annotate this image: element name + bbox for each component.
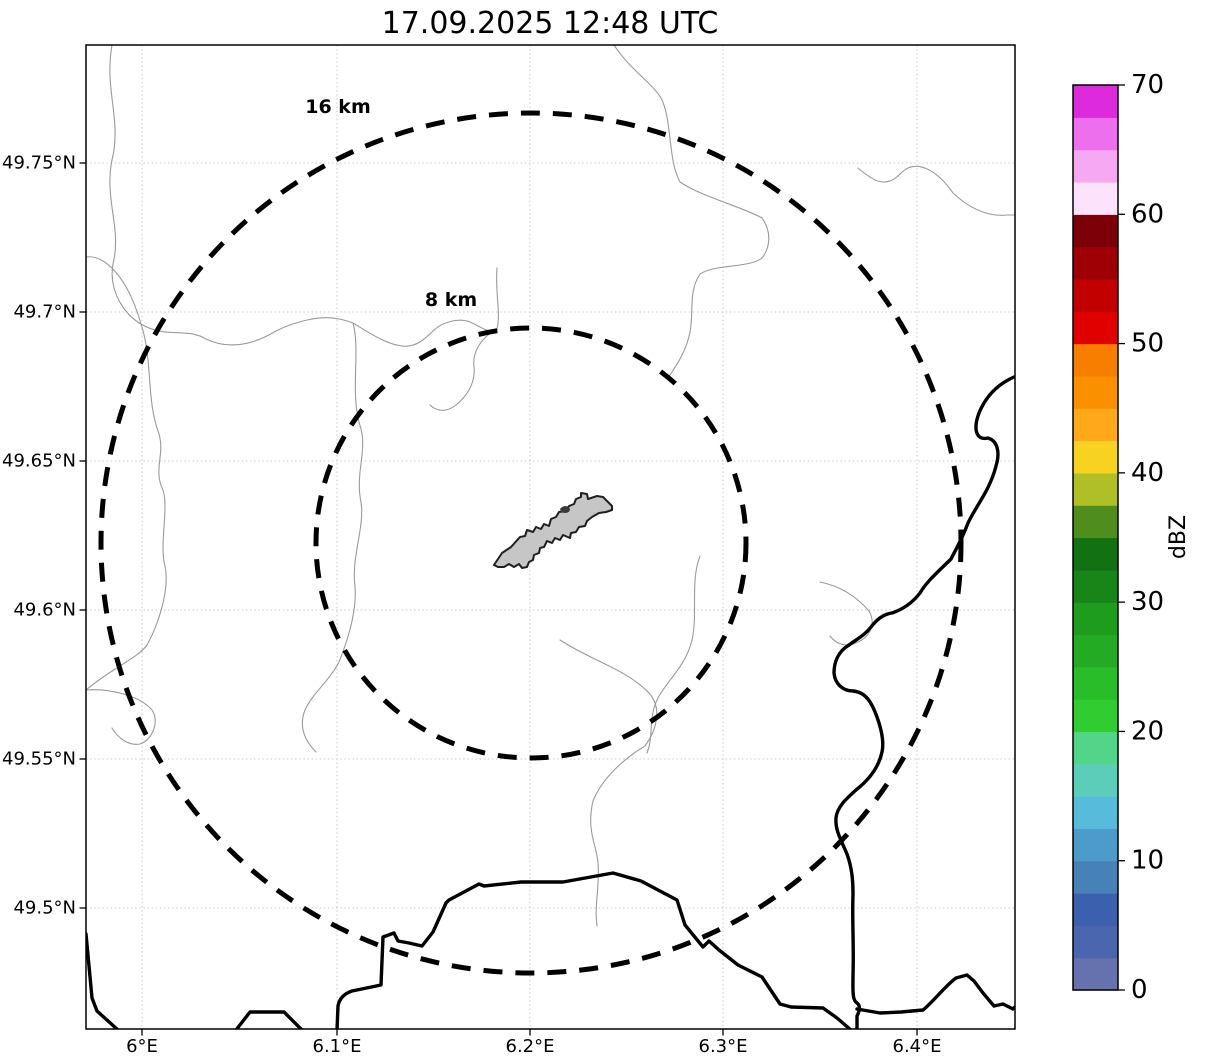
admin-boundary-path [646,555,701,754]
admin-boundary-path [429,267,499,411]
airport-mark [560,506,570,513]
admin-boundary-path [140,317,354,346]
colorbar-swatch [1073,602,1118,636]
colorbar-swatch [1073,796,1118,829]
colorbar: 0 10 20 30 40 50 60 70 [1073,70,1164,1005]
colorbar-swatch [1073,278,1118,312]
airport-polygon [493,492,613,569]
colorbar-tick-label: 60 [1131,199,1164,229]
colorbar-swatch [1073,957,1118,991]
colorbar-swatch [1073,828,1118,862]
y-tick-label: 49.55°N [2,749,76,770]
colorbar-tick-label: 30 [1131,587,1164,617]
country-border-bump-path [234,1010,304,1029]
colorbar-swatch [1073,634,1118,668]
colorbar-swatch [1073,440,1118,474]
colorbar-swatch [1073,343,1118,377]
country-border-southeast-path [855,973,1015,1015]
colorbar-swatch [1073,408,1118,442]
map-content [86,45,1015,1029]
admin-boundary-path [109,45,142,325]
river-border-path [832,375,1015,1029]
range-ring-8km-label: 8 km [425,289,477,311]
grid-layer: 6°E 6.1°E 6.2°E 6.3°E 6.4°E 49.75°N 49.7°N 49.6… [2,45,1015,1057]
colorbar-swatch [1073,731,1118,765]
admin-boundary-path [559,639,658,927]
range-ring-8km [313,325,749,761]
x-tick-label: 6.4°E [893,1036,942,1057]
country-border-west-path [86,932,120,1029]
range-rings [98,110,964,976]
range-ring-16km [98,110,964,976]
admin-boundary-path [613,45,770,379]
x-tick-label: 6.2°E [506,1036,555,1057]
colorbar-tick-label: 70 [1131,70,1164,100]
y-tick-label: 49.6°N [13,600,76,621]
x-tick-label: 6.3°E [699,1036,748,1057]
admin-boundary-path [857,165,1015,216]
airport-area [493,492,613,569]
colorbar-tick-label: 0 [1131,975,1148,1005]
y-tick-label: 49.65°N [2,451,76,472]
colorbar-swatch [1073,85,1118,118]
colorbar-swatch [1073,505,1118,539]
country-borders [86,375,1015,1029]
y-tick-label: 49.75°N [2,153,76,174]
colorbar-swatch [1073,569,1118,603]
x-tick-label: 6.1°E [313,1036,362,1057]
y-tick-label: 49.5°N [13,898,76,919]
colorbar-swatch [1073,246,1118,280]
figure-title: 17.09.2025 12:48 UTC [382,6,719,41]
admin-boundary-path [352,319,498,347]
colorbar-axis-label: dBZ [1166,515,1191,559]
admin-boundary-path [86,689,156,745]
admin-boundary-path [301,322,364,753]
x-tick-label: 6°E [126,1036,158,1057]
colorbar-swatch [1073,375,1118,409]
range-ring-16km-label: 16 km [305,96,371,118]
y-tick-label: 49.7°N [13,302,76,323]
admin-boundary-path [86,323,167,691]
colorbar-swatch [1073,149,1118,183]
colorbar-swatch [1073,311,1118,345]
colorbar-tick-label: 40 [1131,458,1164,488]
country-border-south-path [335,871,853,1029]
colorbar-swatch [1073,117,1118,151]
colorbar-swatch [1073,666,1118,700]
colorbar-swatch [1073,925,1118,959]
colorbar-swatch [1073,537,1118,571]
colorbar-swatch [1073,214,1118,248]
colorbar-tick-label: 10 [1131,846,1164,876]
colorbar-swatch [1073,181,1118,215]
colorbar-swatch [1073,893,1118,926]
colorbar-swatch [1073,763,1118,797]
admin-boundaries [86,45,1015,927]
colorbar-swatch [1073,860,1118,894]
admin-boundary-path [86,256,142,325]
colorbar-swatch [1073,472,1118,506]
plot-border [85,44,1016,1030]
colorbar-swatch [1073,699,1118,733]
colorbar-tick-label: 20 [1131,716,1164,746]
colorbar-frame [1072,84,1119,991]
colorbar-tick-label: 50 [1131,329,1164,359]
